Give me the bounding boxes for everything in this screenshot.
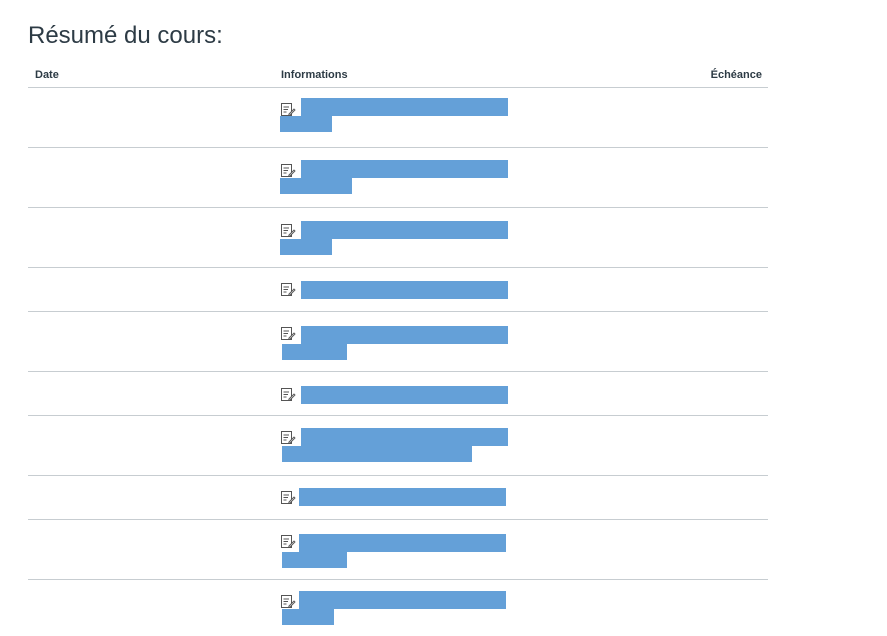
column-header-date: Date [35, 69, 59, 81]
table-row [28, 148, 768, 208]
page-title: Résumé du cours: [28, 22, 223, 49]
table-row [28, 312, 768, 372]
assignment-icon [281, 535, 296, 549]
assignment-icon [281, 283, 296, 297]
assignment-link[interactable] [299, 591, 506, 609]
assignment-link[interactable] [301, 428, 508, 446]
assignment-link[interactable] [299, 534, 506, 552]
assignment-link[interactable] [301, 281, 508, 299]
assignment-link[interactable] [301, 160, 508, 178]
assignment-icon [281, 491, 296, 505]
assignment-link[interactable] [301, 98, 508, 116]
assignment-icon [281, 164, 296, 178]
table-row [28, 580, 768, 630]
assignment-link[interactable] [301, 326, 508, 344]
assignment-link[interactable] [301, 221, 508, 239]
syllabus-table: Date Informations Échéance [28, 64, 768, 630]
assignment-link-continued[interactable] [280, 239, 332, 255]
assignment-link-continued[interactable] [282, 446, 472, 462]
assignment-icon [281, 595, 296, 609]
assignment-icon [281, 224, 296, 238]
assignment-link-continued[interactable] [282, 344, 347, 360]
assignment-link-continued[interactable] [282, 609, 334, 625]
assignment-link-continued[interactable] [282, 552, 347, 568]
table-row [28, 208, 768, 268]
table-row [28, 520, 768, 580]
assignment-icon [281, 103, 296, 117]
assignment-icon [281, 431, 296, 445]
table-row [28, 372, 768, 416]
table-header: Date Informations Échéance [28, 64, 768, 88]
assignment-link[interactable] [299, 488, 506, 506]
column-header-due: Échéance [710, 69, 762, 81]
column-header-information: Informations [281, 69, 348, 81]
table-row [28, 268, 768, 312]
assignment-link[interactable] [301, 386, 508, 404]
table-row [28, 416, 768, 476]
table-row [28, 88, 768, 148]
table-row [28, 476, 768, 520]
assignment-icon [281, 388, 296, 402]
assignment-link-continued[interactable] [280, 178, 352, 194]
assignment-link-continued[interactable] [280, 116, 332, 132]
assignment-icon [281, 327, 296, 341]
